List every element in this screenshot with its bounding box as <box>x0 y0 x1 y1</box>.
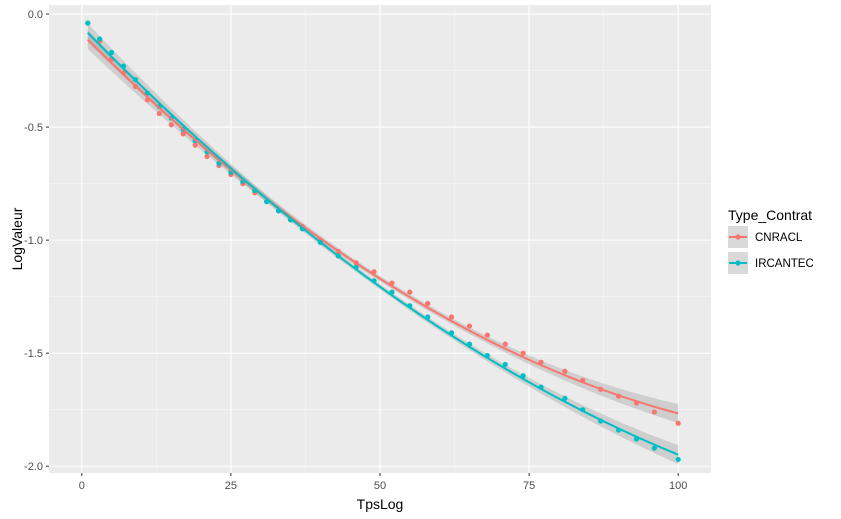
legend-label-cnracl: CNRACL <box>755 232 803 244</box>
legend-key-point-cnracl <box>735 234 741 240</box>
y-tick-label: -1.0 <box>24 235 43 247</box>
data-point-ircantec <box>85 20 91 26</box>
data-point-ircantec <box>562 395 568 401</box>
y-tick-label: 0.0 <box>28 9 43 21</box>
data-point-cnracl <box>407 289 413 295</box>
y-tick-label: -0.5 <box>24 122 43 134</box>
data-point-ircantec <box>502 361 508 368</box>
grid-major <box>49 5 711 473</box>
y-tick-label: -2.0 <box>24 461 43 473</box>
data-point-cnracl <box>562 368 568 374</box>
smooth-line-cnracl <box>87 38 679 415</box>
x-tick-label: 50 <box>374 480 386 492</box>
data-point-cnracl <box>520 350 526 356</box>
data-point-cnracl <box>484 332 490 338</box>
data-point-cnracl <box>651 409 657 415</box>
legend-label-ircantec: IRCANTEC <box>755 258 814 270</box>
data-point-cnracl <box>425 300 431 307</box>
x-tick-label: 25 <box>225 480 237 492</box>
y-tick-label: -1.5 <box>24 348 43 360</box>
smooth-line-ircantec <box>87 32 679 456</box>
data-point-ircantec <box>675 456 681 463</box>
data-point-cnracl <box>502 341 508 347</box>
data-point-cnracl <box>192 142 198 148</box>
data-point-cnracl <box>675 420 681 426</box>
y-axis-title: LogValeur <box>9 207 25 270</box>
x-tick-label: 0 <box>79 480 85 492</box>
data-point-cnracl <box>204 153 210 160</box>
y-axis: 0.0 -0.5 -1.0 -1.5 -2.0 <box>24 9 49 473</box>
x-tick-label: 100 <box>669 480 687 492</box>
legend: Type_Contrat CNRACL IRCANTEC <box>728 207 814 274</box>
data-point-cnracl <box>156 110 162 117</box>
data-point-cnracl <box>448 314 455 320</box>
legend-items: CNRACL IRCANTEC <box>728 226 814 274</box>
x-tick-label: 75 <box>523 480 535 492</box>
data-point-cnracl <box>466 323 473 329</box>
legend-key-point-ircantec <box>735 260 741 266</box>
data-point-cnracl <box>168 122 174 128</box>
x-axis-title: TpsLog <box>357 496 404 512</box>
x-axis: 0 25 50 75 100 <box>79 473 687 492</box>
legend-title: Type_Contrat <box>728 207 812 223</box>
data-point-ircantec <box>109 49 115 56</box>
smooth-lines <box>87 32 679 456</box>
data-point-ircantec <box>651 445 657 451</box>
data-point-cnracl <box>180 131 186 137</box>
data-point-ircantec <box>97 36 103 42</box>
